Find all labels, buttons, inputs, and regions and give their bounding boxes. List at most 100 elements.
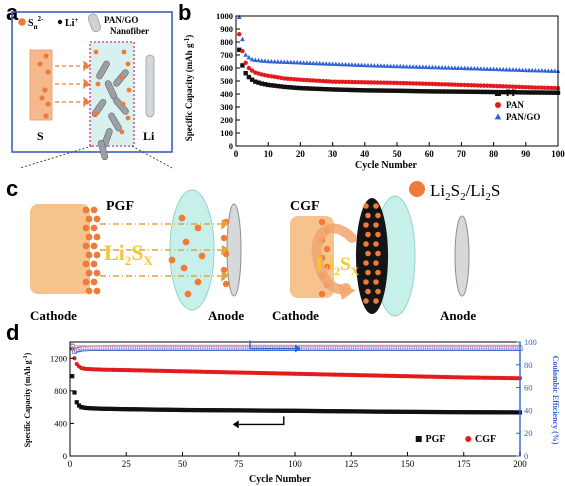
b-data-point <box>472 89 477 95</box>
pgf-membrane-dot <box>180 264 188 272</box>
d-data-point <box>108 406 113 411</box>
b-data-point <box>243 71 248 76</box>
b-data-point <box>475 83 480 88</box>
b-data-point <box>472 83 477 88</box>
b-data-point <box>468 65 474 71</box>
d-x-tick-label: 50 <box>178 459 188 469</box>
b-data-point <box>391 80 396 86</box>
d-data-point <box>106 406 111 411</box>
d-data-point <box>317 408 322 414</box>
d-series-cgf-ce <box>69 342 523 352</box>
d-data-point <box>407 409 412 414</box>
cgf-trapped-dot <box>363 260 369 266</box>
d-data-point <box>439 409 444 415</box>
b-data-point <box>536 85 541 90</box>
b-data-point <box>546 90 551 95</box>
d-data-point <box>153 407 158 412</box>
d-data-point <box>191 407 196 413</box>
d-legend-marker <box>415 436 422 442</box>
pgf-cathode-dot <box>82 278 90 286</box>
b-data-point <box>362 62 368 68</box>
b-y-tick-label: 400 <box>220 89 233 99</box>
b-data-point <box>281 59 287 64</box>
b-data-point <box>510 84 516 89</box>
d-data-point <box>441 409 446 415</box>
migration-arrows <box>55 60 92 108</box>
b-legend-label: PP <box>506 88 517 98</box>
d-data-point <box>398 409 403 414</box>
cgf-anode-label: Anode <box>440 308 476 323</box>
d-data-point <box>306 408 311 414</box>
cathode-polysulfide-dot <box>39 95 45 101</box>
d-data-point <box>425 409 430 415</box>
pgf-cathode-dot <box>90 206 98 214</box>
b-data-point <box>323 79 329 84</box>
b-data-point <box>262 58 268 63</box>
d-data-point <box>99 406 104 411</box>
d-data-point <box>457 410 462 415</box>
d-data-point <box>173 407 178 412</box>
d-data-point <box>475 410 480 415</box>
b-data-point <box>430 64 435 70</box>
cgf-cathode-dot <box>323 245 331 253</box>
b-data-point <box>507 84 512 89</box>
b-data-point <box>446 65 451 70</box>
pgf-cathode <box>30 204 90 294</box>
b-data-point <box>433 64 439 70</box>
d-data-point <box>358 409 363 414</box>
b-data-point <box>265 58 271 64</box>
d-data-point <box>326 409 331 414</box>
b-data-point <box>297 60 303 65</box>
d-data-point <box>364 409 370 414</box>
b-data-point <box>288 76 293 82</box>
b-legend-marker <box>495 102 501 108</box>
d-data-point <box>263 408 268 413</box>
b-data-point <box>246 65 252 71</box>
d-data-point <box>279 408 284 413</box>
d-data-point <box>344 409 349 414</box>
b-data-point <box>487 66 493 71</box>
b-data-point <box>452 82 458 87</box>
b-y-axis-label: Specific Capacity (mAh g-1) <box>183 35 194 142</box>
d-data-point <box>110 406 115 412</box>
b-data-point <box>369 88 374 93</box>
b-y-tick-label: 300 <box>220 102 233 112</box>
b-y-tick-label: 700 <box>220 50 233 60</box>
d-data-point <box>304 408 309 414</box>
d-data-point <box>481 410 487 415</box>
d-data-point <box>196 408 201 413</box>
b-data-point <box>488 89 493 95</box>
d-data-point <box>362 409 367 414</box>
b-data-point <box>272 59 278 64</box>
d-data-point <box>254 408 259 413</box>
d-data-point <box>223 408 228 413</box>
b-data-point <box>410 88 416 94</box>
b-data-point <box>497 66 503 72</box>
li2s2-legend-label: Li2S2/Li2S <box>430 181 500 203</box>
d-data-point <box>166 407 172 412</box>
d-y2-tick-label: 100 <box>524 337 537 347</box>
b-data-point <box>401 63 406 69</box>
capacity-vs-cycle-chart: 0 10 20 30 40 50 60 70 80 90 100010020030040050060… <box>183 11 565 171</box>
d-data-point <box>90 406 95 411</box>
d-data-point <box>295 408 300 413</box>
nanofiber-segment <box>97 139 109 161</box>
b-x-tick-label: 20 <box>296 149 306 159</box>
d-data-point <box>472 410 478 415</box>
b-data-point <box>484 89 490 95</box>
b-data-point <box>378 63 384 68</box>
b-data-point <box>517 84 522 90</box>
d-data-point <box>385 409 390 414</box>
cgf-trapped-dot <box>375 212 381 219</box>
b-data-point <box>446 82 451 87</box>
cgf-trapped-dot <box>365 269 371 276</box>
d-data-point <box>355 409 361 414</box>
b-data-point <box>343 87 348 93</box>
b-data-point <box>343 61 348 67</box>
b-x-tick-label: 30 <box>328 149 338 159</box>
b-data-point <box>533 67 538 73</box>
b-data-point <box>520 84 525 90</box>
b-data-point <box>398 88 403 94</box>
d-data-point <box>432 409 437 415</box>
b-data-point <box>253 79 258 84</box>
